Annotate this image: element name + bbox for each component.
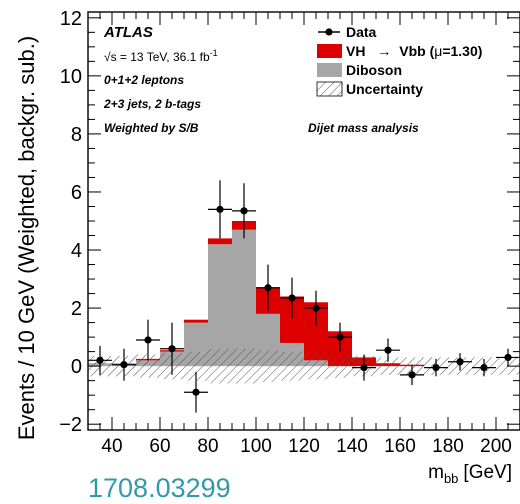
data-point bbox=[288, 294, 296, 302]
analysis-label: Dijet mass analysis bbox=[308, 121, 419, 135]
x-axis-label-sub: bb bbox=[444, 471, 458, 486]
data-point bbox=[192, 388, 200, 396]
data-point bbox=[480, 363, 488, 372]
legend-signal-prefix: VH bbox=[346, 43, 365, 59]
uncertainty-band bbox=[328, 354, 352, 378]
legend-uncertainty-swatch bbox=[316, 81, 343, 97]
data-point bbox=[240, 207, 248, 215]
uncertainty-band bbox=[376, 357, 400, 375]
x-tick-label: 80 bbox=[197, 436, 218, 457]
y-tick-label: 0 bbox=[71, 356, 82, 378]
legend-signal-label: VH → Vbb (μ=1.30) bbox=[346, 43, 482, 59]
data-point bbox=[216, 205, 224, 213]
x-tick-label: 180 bbox=[432, 436, 464, 457]
axes: −2 0 2 4 6 8 10 12 40 60 80 100 120 140 160 180 200 bbox=[59, 8, 520, 457]
uncertainty-band bbox=[280, 351, 304, 381]
energy-lumi-text: √s = 13 TeV, 36.1 fb bbox=[104, 50, 210, 64]
data-point bbox=[336, 333, 344, 341]
uncertainty-band bbox=[136, 354, 160, 378]
legend-signal-tail: =1.30) bbox=[442, 43, 482, 59]
x-axis-label-main: m bbox=[428, 462, 444, 483]
signal-bar bbox=[208, 238, 232, 245]
data-point bbox=[168, 345, 176, 353]
signal-bar bbox=[184, 319, 208, 323]
energy-lumi-sup: -1 bbox=[210, 48, 218, 58]
data-point bbox=[432, 363, 440, 372]
atlas-label: ATLAS bbox=[103, 24, 153, 41]
y-axis-label: Events / 10 GeV (Weighted, backgr. sub.) bbox=[14, 36, 39, 440]
x-tick-label: 100 bbox=[240, 436, 272, 457]
legend-diboson-swatch bbox=[317, 63, 342, 77]
legend-data-marker bbox=[325, 28, 333, 36]
legend-signal-suffix: Vbb ( bbox=[399, 43, 434, 59]
uncertainty-band bbox=[208, 348, 232, 384]
data-point bbox=[456, 358, 464, 366]
plot-area bbox=[88, 180, 520, 413]
uncertainty-band bbox=[256, 350, 280, 383]
x-tick-label: 40 bbox=[101, 436, 122, 457]
data-point bbox=[96, 356, 104, 364]
y-tick-label: 10 bbox=[60, 66, 82, 88]
y-tick-label: 4 bbox=[71, 240, 82, 262]
x-tick-label: 140 bbox=[336, 436, 368, 457]
leptons-label: 0+1+2 leptons bbox=[104, 73, 184, 87]
x-tick-label: 60 bbox=[149, 436, 170, 457]
data-point bbox=[264, 284, 272, 292]
uncertainty-band bbox=[232, 348, 256, 384]
data-point bbox=[384, 346, 392, 354]
weighted-label: Weighted by S/B bbox=[104, 121, 199, 135]
y-tick-label: 2 bbox=[71, 298, 82, 320]
y-tick-label: −2 bbox=[59, 414, 82, 436]
arxiv-id: 1708.03299 bbox=[88, 473, 231, 503]
legend-signal-mu: μ bbox=[434, 43, 442, 59]
legend-diboson-label: Diboson bbox=[346, 62, 402, 78]
y-tick-label: 12 bbox=[60, 8, 82, 30]
legend-signal-arrow: → bbox=[377, 43, 391, 59]
legend: Data VH → Vbb (μ=1.30) Diboson Uncertain… bbox=[316, 24, 482, 97]
data-point bbox=[504, 353, 512, 362]
legend-data-label: Data bbox=[346, 24, 377, 40]
jets-label: 2+3 jets, 2 b-tags bbox=[103, 97, 201, 111]
x-tick-label: 200 bbox=[480, 436, 512, 457]
data-point bbox=[360, 363, 368, 372]
legend-signal-swatch bbox=[317, 44, 342, 58]
data-point bbox=[312, 304, 320, 312]
diboson-bar bbox=[232, 229, 256, 367]
y-tick-label: 6 bbox=[71, 182, 82, 204]
legend-uncertainty-label: Uncertainty bbox=[346, 81, 423, 97]
data-point bbox=[120, 361, 128, 369]
x-axis-label: mbb [GeV] bbox=[428, 462, 512, 486]
x-tick-label: 120 bbox=[288, 436, 320, 457]
data-point bbox=[144, 336, 152, 344]
x-tick-label: 160 bbox=[384, 436, 416, 457]
data-point bbox=[408, 371, 416, 379]
x-axis-label-tail: [GeV] bbox=[463, 462, 512, 483]
uncertainty-band bbox=[304, 353, 328, 380]
y-tick-label: 8 bbox=[71, 124, 82, 146]
diboson-bar bbox=[208, 244, 232, 367]
energy-lumi-label: √s = 13 TeV, 36.1 fb-1 bbox=[104, 48, 218, 64]
